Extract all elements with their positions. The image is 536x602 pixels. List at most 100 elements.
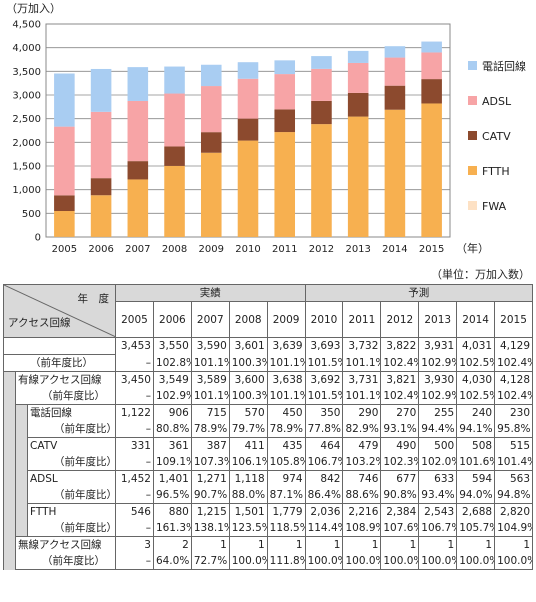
table-cell: 94.8% [494,487,533,504]
table-cell: 3,822 [380,337,420,355]
bar-segment [164,93,185,147]
bar-segment [127,100,149,162]
x-tick-label: 2012 [309,244,334,255]
table-unit-label: （単位：万加入数） [431,268,530,281]
table-cell: 464 [304,437,344,454]
row-label: （前年度比） [26,421,117,438]
table-cell: 72.7% [190,553,230,570]
indent-cell [15,437,28,454]
table-cell: 230 [494,404,533,421]
table-cell: 90.7% [190,487,230,504]
table-row: CATV 331 361 387 411 435 464 479 490 500 508 515 [3,437,533,454]
y-tick-label: 4,500 [12,20,41,31]
row-label: FTTH [26,503,117,520]
table-row: FTTH 546 880 1,215 1,501 1,779 2,036 2,216 2,384… [3,503,533,520]
indent-cell [3,553,16,570]
legend-swatch [468,61,477,70]
table-cell: 102.4% [494,388,533,405]
legend-label: CATV [482,130,511,143]
bar-segment [384,46,406,58]
indent-cell [3,487,16,504]
table-cell: 101.4% [494,454,533,471]
bar-segment [311,124,332,237]
bar-segment [274,109,296,133]
table-cell: 82.9% [342,421,382,438]
y-tick-label: 1,500 [12,162,41,173]
table-cell: 101.1% [190,388,230,405]
table-cell: 100.0% [494,553,533,570]
bar-segment [164,66,185,94]
table-cell: 101.1% [342,388,382,405]
table-cell: 4,129 [494,337,533,355]
table-row: （前年度比）–109.1%107.3%106.1%105.8%106.7%103… [3,454,533,471]
data-table: 年 度 アクセス回線 実績 予測 2005 2006 2007 2008 2009 201… [2,284,534,570]
table-cell: 2,820 [494,503,533,520]
table-cell: 508 [456,437,496,454]
indent-cell [3,437,16,454]
table-cell: 435 [266,437,306,454]
table-cell: 1 [304,536,344,553]
table-row: （前年度比）–161.3%138.1%123.5%118.5%114.4%108… [3,520,533,537]
year-header: 2009 [266,301,306,338]
table-cell: 350 [304,404,344,421]
table-cell: 111.8% [266,553,306,570]
year-header: 2008 [228,301,268,338]
table-row: （前年度比）–102.9%101.1%100.3%101.1%101.5%101… [3,388,533,405]
y-tick-label: 3,500 [12,67,41,78]
x-tick-label: 2014 [382,244,407,255]
table-cell: – [115,354,154,372]
table-cell: 546 [115,503,154,520]
table-cell: 161.3% [152,520,192,537]
indent-cell [3,404,16,421]
table-cell: 107.6% [380,520,420,537]
table-cell: 78.9% [190,421,230,438]
table-row: （前年度比） –80.8% 78.9% 79.7% 78.9% 77.8% 82.9% 93.… [3,421,533,438]
table-cell: 102.4% [494,354,533,372]
table-cell: 101.5% [304,354,344,372]
indent-cell [3,520,16,537]
table-cell: 103.2% [342,454,382,471]
table-cell: 95.8% [494,421,533,438]
table-cell: 107.3% [190,454,230,471]
table-cell: 1 [456,536,496,553]
bar-segment [274,60,296,75]
bar-segment [311,100,332,125]
legend-label: FTTH [482,165,510,178]
table-cell: 100.0% [380,553,420,570]
chart-svg: 0 500 1,000 1,500 2,000 2,500 3,000 3,500 4,000 4… [6,2,526,255]
table-cell: 93.4% [418,487,458,504]
legend-swatch [468,96,477,105]
table-cell: 515 [494,437,533,454]
row-label: （前年度比） [2,354,117,372]
table-cell: 331 [115,437,154,454]
table-cell: – [115,388,154,405]
table-cell: 270 [380,404,420,421]
bar-segment [347,116,369,237]
row-label: （前年度比） [26,520,117,537]
table-cell: 1 [380,536,420,553]
bar-segment [311,68,332,101]
bar-segment [237,118,259,141]
x-tick-label: 2008 [162,244,187,255]
table-cell: 1 [342,536,382,553]
table-cell: – [115,421,154,438]
row-label: CATV [26,437,117,454]
table-corner-header: 年 度 アクセス回線 [2,284,117,338]
table-cell: 3,601 [228,337,268,355]
legend-label: ADSL [482,95,512,108]
table-cell: 1,501 [228,503,268,520]
group-header-actual: 実績 [115,284,306,302]
row-label: （前年度比） [26,454,117,471]
row-label: （前年度比） [14,553,117,570]
table-cell: – [115,520,154,537]
table-cell: 3 [115,536,154,553]
table-cell: 108.9% [342,520,382,537]
x-tick-label: 2015 [419,244,444,255]
table-cell: 715 [190,404,230,421]
table-cell: 77.8% [304,421,344,438]
table-body: 3,453 3,550 3,590 3,601 3,639 3,693 3,732 3,822… [2,337,533,570]
table-cell: 102.0% [418,454,458,471]
bar-segment [421,79,442,104]
bar-segment [90,195,112,237]
table-cell: 100.3% [228,388,268,405]
